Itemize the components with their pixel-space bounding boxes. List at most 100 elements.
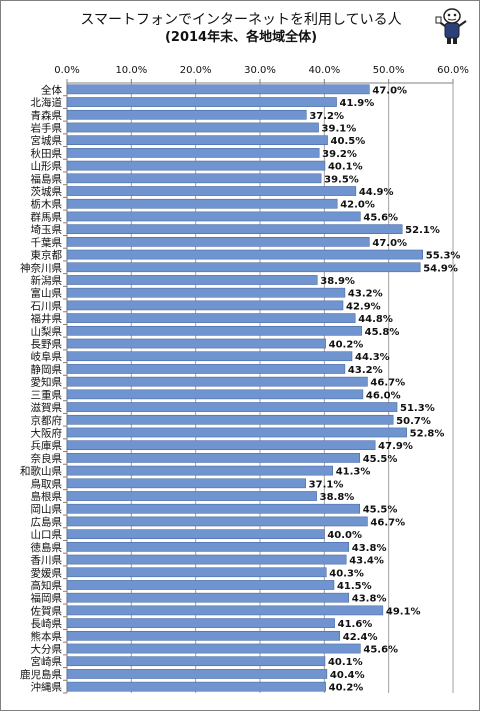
bar bbox=[66, 97, 337, 107]
x-tick-label: 30.0% bbox=[244, 65, 276, 76]
bar bbox=[66, 491, 317, 501]
bar bbox=[66, 402, 398, 412]
category-label: 福島県 bbox=[31, 172, 63, 185]
bar bbox=[66, 351, 353, 362]
category-label: 東京都 bbox=[31, 249, 63, 262]
value-label: 40.4% bbox=[330, 670, 365, 681]
value-label: 40.3% bbox=[329, 568, 364, 579]
bar bbox=[66, 376, 368, 387]
category-label: 熊本県 bbox=[31, 630, 63, 643]
bar bbox=[66, 554, 347, 565]
value-label: 42.0% bbox=[340, 200, 375, 211]
value-label: 42.4% bbox=[343, 632, 378, 643]
bar bbox=[66, 478, 306, 489]
bar bbox=[66, 605, 384, 616]
category-label: 長崎県 bbox=[31, 617, 63, 630]
value-label: 54.9% bbox=[423, 263, 458, 274]
bar bbox=[66, 516, 368, 527]
category-label: 愛媛県 bbox=[31, 566, 63, 579]
x-tick-label: 40.0% bbox=[308, 65, 340, 76]
value-label: 43.8% bbox=[352, 543, 387, 554]
x-tick-label: 50.0% bbox=[373, 65, 405, 76]
bar bbox=[66, 414, 394, 425]
category-label: 鳥取県 bbox=[31, 477, 63, 490]
value-label: 40.5% bbox=[331, 136, 366, 147]
value-label: 38.9% bbox=[320, 276, 355, 287]
category-label: 大阪府 bbox=[31, 426, 63, 439]
value-label: 45.6% bbox=[363, 212, 398, 223]
bar bbox=[66, 84, 370, 95]
category-label: 長野県 bbox=[31, 339, 63, 351]
bar bbox=[66, 643, 361, 654]
bar bbox=[66, 186, 357, 196]
category-label: 宮城県 bbox=[31, 134, 63, 147]
bar bbox=[66, 656, 326, 667]
value-label: 47.9% bbox=[378, 441, 413, 452]
bar bbox=[66, 338, 326, 349]
value-label: 41.9% bbox=[340, 98, 375, 109]
category-label: 秋田県 bbox=[31, 147, 63, 160]
value-label: 46.7% bbox=[370, 378, 405, 389]
value-label: 52.1% bbox=[405, 225, 440, 236]
category-label: 岐阜県 bbox=[31, 350, 63, 363]
bar bbox=[66, 122, 319, 133]
x-tick-label: 20.0% bbox=[180, 65, 212, 76]
value-label: 46.0% bbox=[366, 390, 401, 401]
bar bbox=[66, 440, 376, 451]
value-label: 47.0% bbox=[372, 238, 407, 249]
bar bbox=[66, 453, 360, 463]
category-label: 山口県 bbox=[31, 529, 63, 541]
chart-title-block: スマートフォンでインターネットを利用している人 (2014年末、各地域全体) bbox=[1, 11, 480, 47]
bar bbox=[66, 135, 328, 146]
category-label: 山形県 bbox=[31, 161, 63, 173]
category-label: 栃木県 bbox=[31, 198, 63, 211]
value-label: 44.3% bbox=[355, 352, 390, 363]
cartoon-mascot-icon bbox=[435, 8, 467, 44]
category-label: 大分県 bbox=[31, 643, 63, 656]
category-label: 群馬県 bbox=[31, 210, 63, 223]
category-label: 滋賀県 bbox=[31, 401, 63, 414]
bar bbox=[66, 542, 350, 552]
category-label: 北海道 bbox=[31, 96, 63, 109]
bar bbox=[66, 364, 346, 374]
x-tick-label: 10.0% bbox=[115, 65, 147, 76]
bar bbox=[66, 618, 335, 628]
value-label: 47.0% bbox=[372, 85, 407, 96]
bar bbox=[66, 249, 424, 260]
bar bbox=[66, 427, 407, 438]
value-label: 41.6% bbox=[338, 619, 373, 630]
value-label: 43.2% bbox=[348, 365, 383, 376]
value-label: 45.5% bbox=[363, 454, 398, 465]
category-label: 山梨県 bbox=[31, 325, 63, 338]
bar bbox=[66, 592, 350, 603]
bar bbox=[66, 669, 328, 679]
bar bbox=[66, 173, 322, 184]
value-label: 38.8% bbox=[320, 492, 355, 503]
category-label: 福岡県 bbox=[31, 592, 63, 605]
value-label: 43.2% bbox=[348, 289, 383, 300]
category-label: 愛知県 bbox=[31, 376, 63, 389]
category-label: 埼玉県 bbox=[31, 223, 63, 236]
bar bbox=[66, 275, 318, 285]
category-label: 青森県 bbox=[31, 109, 63, 122]
category-label: 広島県 bbox=[31, 515, 63, 528]
category-label: 富山県 bbox=[31, 287, 63, 300]
category-label: 島根県 bbox=[31, 490, 63, 503]
bar bbox=[66, 325, 362, 336]
category-label: 茨城県 bbox=[31, 185, 63, 198]
bar bbox=[66, 567, 327, 578]
category-label: 兵庫県 bbox=[31, 439, 63, 452]
category-label: 徳島県 bbox=[31, 541, 63, 554]
value-label: 40.0% bbox=[327, 530, 362, 541]
bar bbox=[66, 262, 421, 273]
bar bbox=[66, 237, 370, 247]
value-label: 37.1% bbox=[309, 479, 344, 490]
category-label: 宮崎県 bbox=[31, 655, 63, 668]
category-label: 岡山県 bbox=[31, 504, 63, 516]
bar bbox=[66, 630, 341, 641]
category-label: 鹿児島県 bbox=[20, 668, 62, 681]
category-label: 千葉県 bbox=[31, 236, 63, 249]
bar bbox=[66, 681, 326, 692]
